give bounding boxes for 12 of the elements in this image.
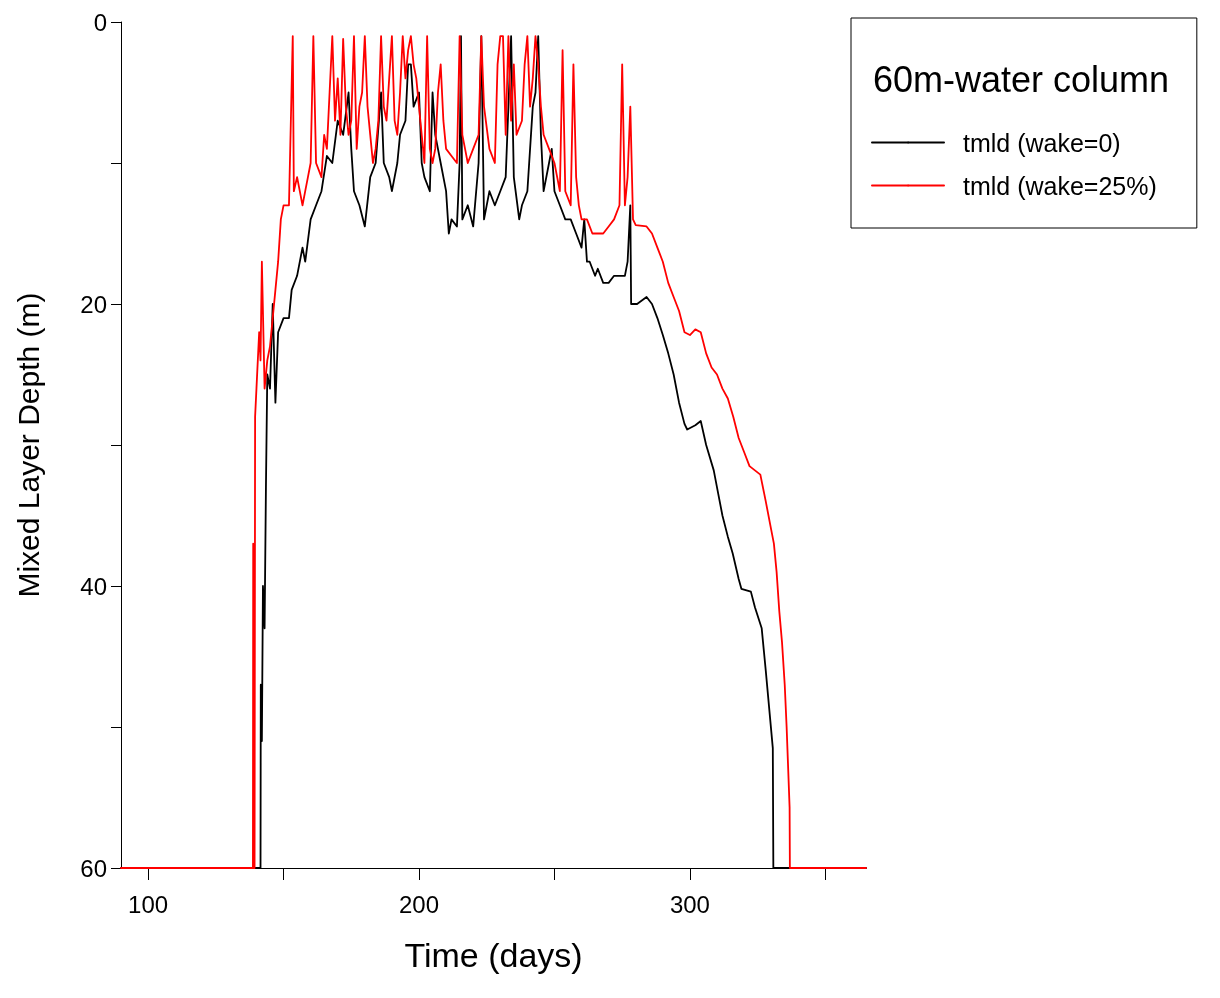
y-tick-label: 0 <box>93 8 107 36</box>
x-tick-label: 100 <box>128 890 169 918</box>
x-tick-label: 300 <box>669 890 710 918</box>
y-axis-title: Mixed Layer Depth (m) <box>11 292 45 598</box>
y-tick-label: 60 <box>80 854 107 882</box>
x-tick-label: 200 <box>398 890 440 918</box>
y-tick-label: 20 <box>80 290 107 318</box>
y-tick-label: 40 <box>80 572 107 600</box>
x-axis-title: Time (days) <box>404 936 583 974</box>
legend-label: tmld (wake=0) <box>963 128 1121 157</box>
legend-title: 60m-water column <box>873 58 1170 100</box>
legend-label: tmld (wake=25%) <box>963 171 1157 200</box>
